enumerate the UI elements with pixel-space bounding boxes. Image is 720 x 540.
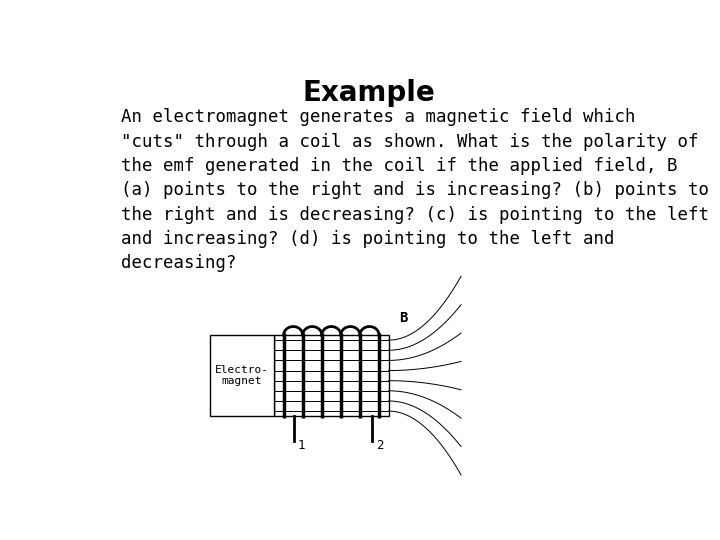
Text: An electromagnet generates a magnetic field which
"cuts" through a coil as shown: An electromagnet generates a magnetic fi… xyxy=(121,109,708,272)
Text: 1: 1 xyxy=(297,439,305,452)
Text: Example: Example xyxy=(302,79,436,107)
Text: 2: 2 xyxy=(376,439,383,452)
Bar xyxy=(210,335,274,416)
Text: B: B xyxy=(400,310,408,325)
Text: Electro-
magnet: Electro- magnet xyxy=(215,365,269,387)
Bar xyxy=(274,335,389,416)
